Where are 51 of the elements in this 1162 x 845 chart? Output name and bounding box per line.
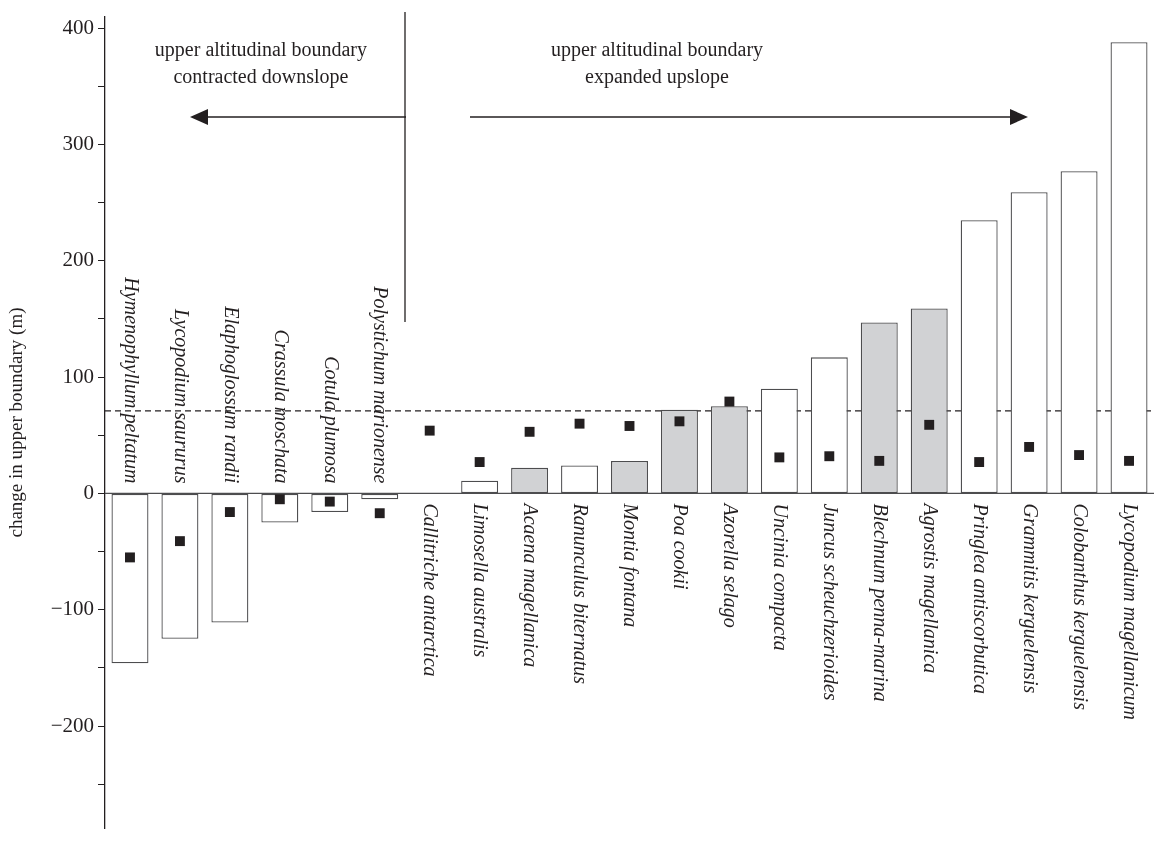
x-tick-label: Limosella australis: [470, 502, 493, 658]
point: [924, 419, 935, 430]
x-tick-label: Montia fontana: [619, 502, 643, 628]
point: [874, 455, 885, 466]
y-tick-label: 200: [62, 247, 94, 272]
x-tick-label: Lycopodium saururus: [169, 308, 193, 484]
x-tick-label: Hymenophyllum peltatum: [119, 276, 143, 484]
point: [274, 494, 285, 505]
point: [524, 426, 535, 437]
point: [724, 396, 735, 407]
point: [224, 507, 235, 517]
y-tick-label: 400: [62, 14, 94, 39]
y-tick-label: 300: [62, 131, 94, 156]
x-tick-label: Juncus scheuchzerioides: [820, 503, 843, 701]
point: [374, 508, 385, 519]
x-tick-label: Agrostis magellanica: [918, 501, 942, 674]
point: [1124, 455, 1134, 466]
x-tick-label: Grammitis kerguelensis: [1018, 503, 1042, 694]
y-axis-title: change in upper boundary (m): [5, 307, 28, 538]
point: [1074, 450, 1085, 461]
x-tick-label: Colobanthus kerguelensis: [1068, 503, 1092, 711]
x-tick-label: Azorella selago: [719, 501, 743, 628]
x-tick-label: Blechnum penna-marina: [869, 503, 893, 702]
x-tick-label: Uncinia compacta: [769, 503, 793, 651]
point: [174, 536, 185, 547]
point: [624, 421, 635, 431]
y-tick-label: 0: [83, 479, 94, 504]
point: [474, 457, 485, 467]
x-tick-label: Elaphoglossum randii: [219, 305, 243, 484]
x-tick-label: Lycopodium magellanicum: [1118, 502, 1142, 721]
x-tick-label: Polystichum marionense: [369, 285, 393, 484]
x-tick-label: Poa cookii: [670, 502, 693, 590]
point: [824, 451, 835, 462]
x-tick-label: Acaena magellanica: [519, 501, 543, 668]
point: [574, 418, 585, 429]
point: [774, 452, 785, 463]
annotation: upper altitudinal boundary expanded upslope: [550, 37, 764, 90]
point: [125, 552, 135, 563]
x-tick-label: Cotula plumosa: [319, 356, 343, 484]
point: [1024, 441, 1035, 452]
y-tick-label: −100: [50, 596, 94, 621]
x-tick-label: Callitriche antarctica: [420, 503, 443, 677]
x-tick-label: Crassula moschata: [270, 329, 293, 484]
point: [424, 425, 435, 436]
point: [974, 457, 985, 467]
x-tick-label: Pringlea antiscorbutica: [968, 502, 992, 694]
point: [674, 416, 685, 427]
y-tick-label: 100: [62, 363, 94, 388]
y-tick-label: −200: [50, 712, 94, 737]
x-tick-label: Ranunculus biternatus: [570, 502, 593, 685]
annotation: upper altitudinal boundary contracted downslope: [154, 37, 368, 90]
